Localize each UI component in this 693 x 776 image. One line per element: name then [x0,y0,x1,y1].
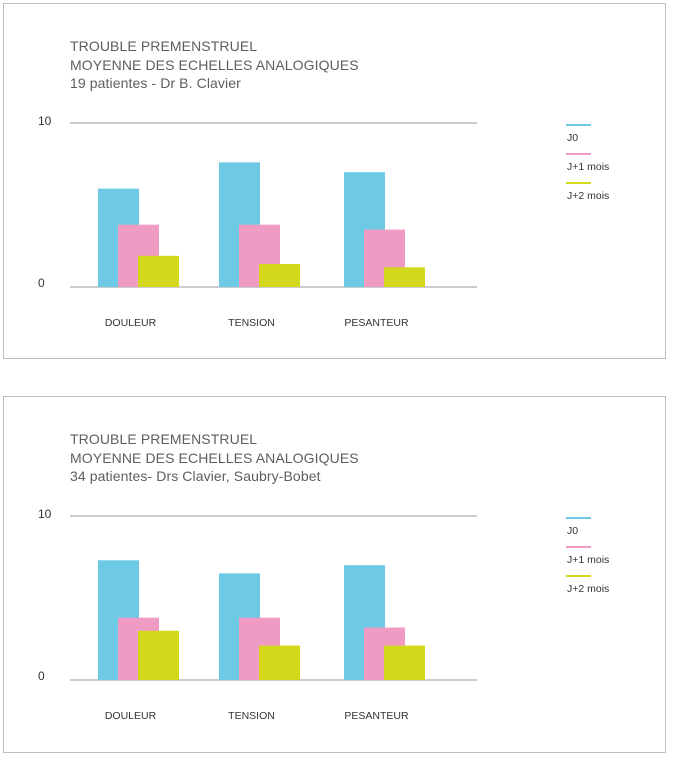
x-tick-label: PESANTEUR [344,710,409,722]
bar-j2-tension [259,645,300,680]
x-tick-label: DOULEUR [105,317,157,329]
y-tick-label: 0 [38,276,45,290]
bar-j2-tension [259,264,300,287]
bar-chart-1: 0 10 DOULEUR TENSION PESANTEUR J0 J+1 mois J+2 … [38,114,609,329]
legend-label-j2: J+2 mois [567,583,609,595]
bar-j2-douleur [138,630,179,680]
chart-titles: TROUBLE PREMENSTRUEL MOYENNE DES ECHELLE… [70,430,359,486]
x-tick-label: TENSION [228,710,275,722]
chart-panel-2: TROUBLE PREMENSTRUEL MOYENNE DES ECHELLE… [3,396,666,753]
chart-title-line2: MOYENNE DES ECHELLES ANALOGIQUES [70,56,359,73]
y-tick-label: 10 [38,507,52,521]
legend-label-j1: J+1 mois [567,161,609,173]
legend-label-j0: J0 [567,132,578,144]
x-tick-label: DOULEUR [105,710,157,722]
chart-panel-1: TROUBLE PREMENSTRUEL MOYENNE DES ECHELLE… [3,3,666,359]
x-tick-label: TENSION [228,317,275,329]
bar-j2-pesanteur [384,267,425,287]
chart-subtitle: 34 patientes- Drs Clavier, Saubry-Bobet [70,468,321,484]
legend-label-j0: J0 [567,525,578,537]
bar-j2-pesanteur [384,645,425,680]
chart-subtitle: 19 patientes - Dr B. Clavier [70,75,241,91]
chart-title-line2: MOYENNE DES ECHELLES ANALOGIQUES [70,449,359,466]
x-tick-label: PESANTEUR [344,317,409,329]
bar-j2-douleur [138,255,179,287]
chart-title-line1: TROUBLE PREMENSTRUEL [70,38,258,54]
chart-titles: TROUBLE PREMENSTRUEL MOYENNE DES ECHELLE… [70,37,359,93]
legend-label-j2: J+2 mois [567,190,609,202]
chart-title-line1: TROUBLE PREMENSTRUEL [70,431,258,447]
legend-label-j1: J+1 mois [567,554,609,566]
bar-chart-2: 0 10 DOULEUR TENSION PESANTEUR J0 J+1 mois J+2 … [38,507,609,722]
y-tick-label: 10 [38,114,52,128]
y-tick-label: 0 [38,669,45,683]
